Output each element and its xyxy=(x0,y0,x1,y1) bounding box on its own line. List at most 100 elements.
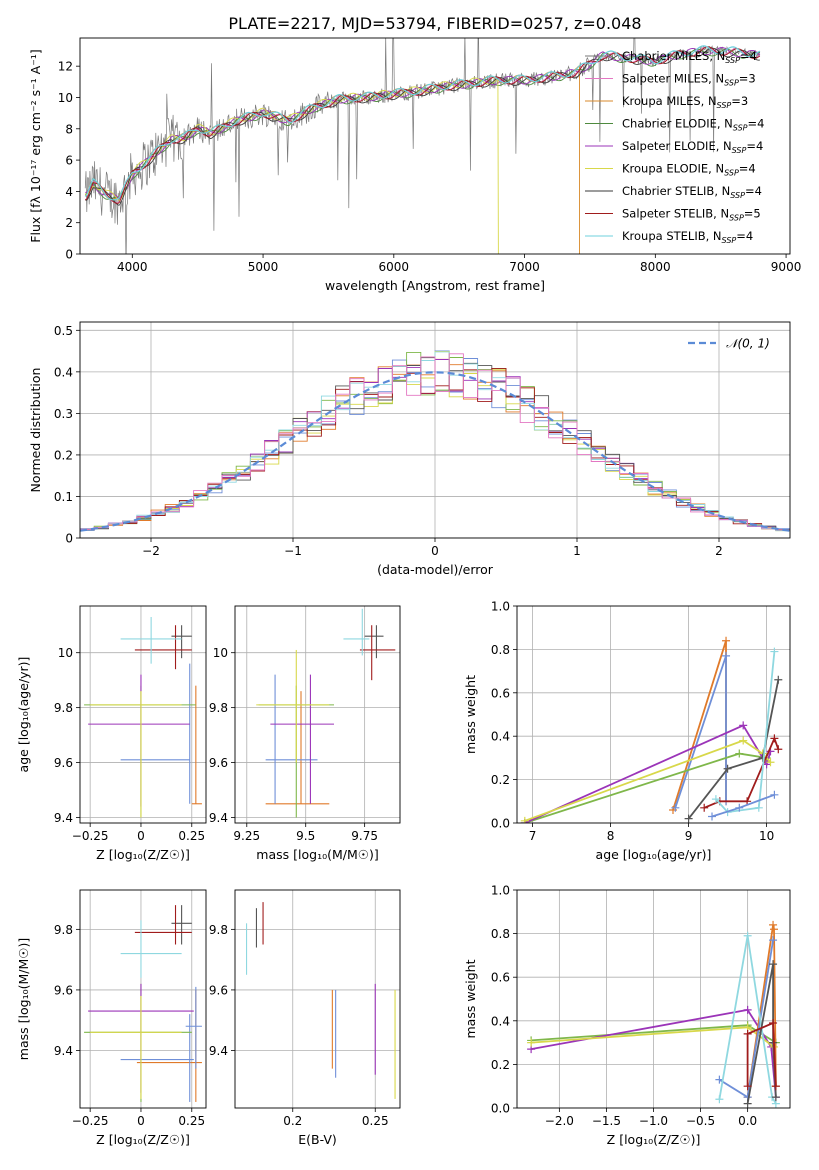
x-tick-label: 0.25 xyxy=(178,1114,205,1128)
x-tick-label: 0 xyxy=(431,544,439,558)
legend-entry: Kroupa ELODIE, NSSP=4 xyxy=(622,162,756,178)
weight-marker xyxy=(684,814,693,823)
y-tick-label: 1.0 xyxy=(491,884,510,898)
plot-area-mass-vs-EBV xyxy=(235,890,400,1108)
plot-area-age-vs-mass xyxy=(235,606,400,823)
weight-marker xyxy=(774,745,783,754)
figure-title: PLATE=2217, MJD=53794, FIBERID=0257, z=0… xyxy=(228,14,641,33)
y-tick-label: 9.6 xyxy=(54,756,73,770)
histogram-step-2 xyxy=(80,351,790,531)
weight-marker xyxy=(743,931,752,940)
x-tick-label: 0.25 xyxy=(362,1114,389,1128)
y-tick-label: 0.4 xyxy=(491,1014,510,1028)
panel-age-vs-mass: 9.25 9.5 9.75 9.4 9.6 9.8 10 mass [log₁₀(M/M☉)] xyxy=(209,605,401,862)
legend-entry: Kroupa STELIB, NSSP=4 xyxy=(622,229,753,245)
x-axis-label: Z [log₁₀(Z/Z☉)] xyxy=(96,847,190,862)
legend-entry: 𝒩(0, 1) xyxy=(726,337,770,351)
plot-area-weight-vs-Z xyxy=(517,890,790,1108)
weight-series-line-0 xyxy=(672,640,727,811)
y-axis-label: mass [log₁₀(M/M☉)] xyxy=(16,938,31,1060)
y-tick-label: 9.6 xyxy=(54,983,73,997)
plot-area-spectrum xyxy=(84,38,761,254)
weight-marker xyxy=(769,925,778,934)
x-tick-label: 0.0 xyxy=(738,1114,757,1128)
weight-marker xyxy=(770,647,779,656)
x-tick-label: 5000 xyxy=(248,260,279,274)
weight-marker xyxy=(769,920,778,929)
x-tick-label: −1 xyxy=(284,544,302,558)
weight-marker xyxy=(722,636,731,645)
panel-weight-vs-Z: −2.0 −1.5 −1.0 −0.5 0.0 0.0 0.2 0.4 0.6 0.8 1.0 Z [… xyxy=(463,884,791,1147)
model-spectrum-line-8 xyxy=(84,45,761,201)
y-tick-label: 12 xyxy=(58,60,73,74)
weight-marker xyxy=(711,795,720,804)
y-tick-label: 0.1 xyxy=(54,490,73,504)
panel-mass-vs-Z: −0.25 0 0.25 9.4 9.6 9.8 Z [log₁₀(Z/Z☉)] mass [… xyxy=(16,889,207,1147)
x-tick-label: 4000 xyxy=(117,260,148,274)
legend-entry: Chabrier ELODIE, NSSP=4 xyxy=(622,117,764,133)
weight-marker xyxy=(743,1029,752,1038)
axes-frame xyxy=(234,889,401,1109)
y-tick-label: 0.8 xyxy=(491,643,510,657)
weight-series-line-3 xyxy=(524,724,772,823)
x-tick-label: 0 xyxy=(137,1114,145,1128)
x-axis-label: Z [log₁₀(Z/Z☉)] xyxy=(607,1132,701,1147)
panel-mass-vs-EBV: 0.2 0.25 9.4 9.6 9.8 E(B-V) xyxy=(209,889,401,1147)
histogram-step-8 xyxy=(80,353,790,531)
weight-series-line-1 xyxy=(674,655,727,809)
y-tick-label: 0.4 xyxy=(54,365,73,379)
weight-series-line-5 xyxy=(687,679,780,820)
y-tick-label: 0.5 xyxy=(54,324,73,338)
y-tick-label: 10 xyxy=(58,646,73,660)
panel-age-vs-Z: −0.25 0 0.25 9.4 9.6 9.8 10 Z [log₁₀(Z/Z☉)] age … xyxy=(16,605,207,862)
weight-series-line-7 xyxy=(715,651,776,814)
x-tick-label: 0.2 xyxy=(283,1114,302,1128)
weight-marker xyxy=(735,803,744,812)
y-tick-label: 0.2 xyxy=(491,773,510,787)
axes-frame xyxy=(79,605,207,824)
x-tick-label: 9.5 xyxy=(296,829,315,843)
y-tick-label: 9.4 xyxy=(209,1044,228,1058)
y-tick-label: 10 xyxy=(213,646,228,660)
y-tick-label: 9.6 xyxy=(209,983,228,997)
weight-series-line-5 xyxy=(718,935,777,1105)
y-tick-label: 9.6 xyxy=(209,756,228,770)
axes-frame xyxy=(516,605,791,824)
y-tick-label: 9.4 xyxy=(209,811,228,825)
weight-marker xyxy=(739,736,748,745)
x-tick-label: 9000 xyxy=(771,260,802,274)
x-tick-label: −1.5 xyxy=(592,1114,621,1128)
x-tick-label: 2 xyxy=(715,544,723,558)
y-tick-label: 0 xyxy=(65,532,73,546)
y-axis-label: mass weight xyxy=(463,675,478,754)
y-tick-label: 9.8 xyxy=(54,923,73,937)
weight-marker xyxy=(527,1038,536,1047)
axes-frame xyxy=(79,889,207,1109)
y-tick-label: 0.4 xyxy=(491,730,510,744)
legend-entry: Salpeter MILES, NSSP=3 xyxy=(622,72,756,88)
weight-series-line-4 xyxy=(718,939,774,1099)
weight-marker xyxy=(520,816,529,823)
x-tick-label: 8000 xyxy=(640,260,671,274)
legend: Chabrier MILES, NSSP=4 Salpeter MILES, NS… xyxy=(585,49,764,245)
y-axis-label: Flux [fλ 10⁻¹⁷ erg cm⁻² s⁻¹ A⁻¹] xyxy=(28,49,43,242)
legend-entry: Chabrier MILES, NSSP=4 xyxy=(622,49,757,65)
x-tick-label: 7 xyxy=(529,829,537,843)
x-tick-label: 7000 xyxy=(509,260,540,274)
plot-area-residuals xyxy=(80,322,790,538)
x-axis-label: mass [log₁₀(M/M☉)] xyxy=(256,847,378,862)
x-tick-label: −0.25 xyxy=(72,829,109,843)
legend-entry: Chabrier STELIB, NSSP=4 xyxy=(622,184,762,200)
legend-entry: Salpeter STELIB, NSSP=5 xyxy=(622,207,761,223)
weight-marker xyxy=(708,812,716,821)
x-tick-label: 1 xyxy=(573,544,581,558)
plot-area-age-vs-Z xyxy=(80,606,206,823)
y-axis-label: Normed distribution xyxy=(28,368,43,493)
y-tick-label: 1.0 xyxy=(491,600,510,614)
x-axis-label: wavelength [Angstrom, rest frame] xyxy=(325,278,545,293)
x-tick-label: −0.25 xyxy=(72,1114,109,1128)
axes-frame xyxy=(79,321,791,539)
weight-marker xyxy=(723,764,732,773)
plot-area-mass-vs-Z xyxy=(80,890,206,1108)
